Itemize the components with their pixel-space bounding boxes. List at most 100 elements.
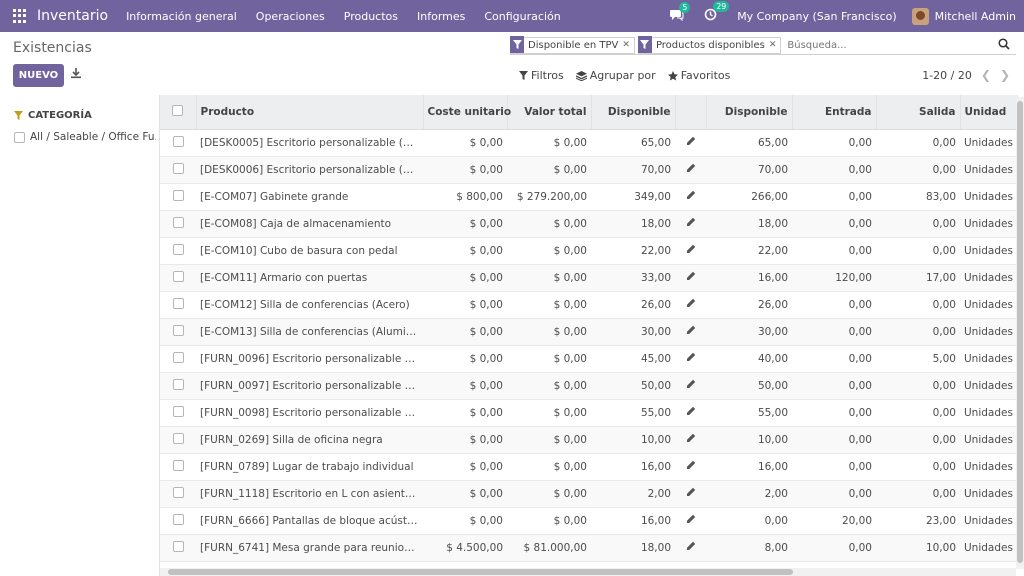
favorites-button[interactable]: Favoritos bbox=[667, 69, 730, 82]
pencil-icon[interactable] bbox=[686, 379, 696, 389]
cell-producto[interactable]: [E-COM07] Gabinete grande bbox=[196, 183, 423, 211]
download-icon[interactable] bbox=[70, 67, 84, 81]
menu-informacion-general[interactable]: Información general bbox=[126, 9, 237, 23]
table-row[interactable]: [FURN_0097] Escritorio personalizable (A… bbox=[160, 372, 1017, 400]
pencil-icon[interactable] bbox=[686, 298, 696, 308]
filters-button[interactable]: Filtros bbox=[519, 69, 564, 82]
cell-disponible[interactable]: 16,00 bbox=[591, 507, 675, 535]
menu-productos[interactable]: Productos bbox=[343, 9, 398, 23]
horizontal-scroll-thumb[interactable] bbox=[168, 569, 793, 575]
pencil-icon[interactable] bbox=[686, 541, 696, 551]
col-producto[interactable]: Producto bbox=[196, 95, 424, 130]
cell-disponible[interactable]: 18,00 bbox=[591, 534, 675, 562]
cell-producto[interactable]: [FURN_0269] Silla de oficina negra bbox=[196, 426, 423, 454]
cell-producto[interactable]: [DESK0006] Escritorio personalizable (Pe… bbox=[196, 156, 423, 184]
cell-producto[interactable]: [E-COM13] Silla de conferencias (Alumini… bbox=[196, 318, 423, 346]
col-unidad[interactable]: Unidad bbox=[960, 95, 1018, 130]
chevron-left-icon[interactable]: ❮ bbox=[980, 68, 991, 82]
table-row[interactable]: [E-COM13] Silla de conferencias (Alumini… bbox=[160, 318, 1017, 346]
row-checkbox[interactable] bbox=[172, 351, 184, 363]
table-row[interactable]: [E-COM10] Cubo de basura con pedal $ 0,00… bbox=[160, 237, 1017, 265]
table-row[interactable]: [FURN_6741] Mesa grande para reuniones $ … bbox=[160, 534, 1017, 562]
cell-disponible[interactable]: 30,00 bbox=[591, 318, 675, 346]
vertical-scrollbar[interactable] bbox=[1016, 97, 1024, 569]
search-input[interactable] bbox=[784, 39, 998, 51]
cell-producto[interactable]: [E-COM10] Cubo de basura con pedal bbox=[196, 237, 423, 265]
user-avatar[interactable] bbox=[911, 7, 929, 25]
table-row[interactable]: [FURN_0096] Escritorio personalizable (A… bbox=[160, 345, 1017, 373]
table-row[interactable]: [FURN_0098] Escritorio personalizable (A… bbox=[160, 399, 1017, 427]
vertical-scroll-thumb[interactable] bbox=[1017, 101, 1023, 563]
row-checkbox[interactable] bbox=[172, 405, 184, 417]
pencil-icon[interactable] bbox=[686, 487, 696, 497]
app-menu-grid-icon[interactable] bbox=[13, 9, 27, 23]
col-valor-total[interactable]: Valor total bbox=[507, 95, 592, 130]
row-checkbox[interactable] bbox=[172, 324, 184, 336]
table-row[interactable]: [DESK0005] Escritorio personalizable (Pe… bbox=[160, 129, 1017, 157]
cell-disponible[interactable]: 70,00 bbox=[591, 156, 675, 184]
cell-disponible[interactable]: 45,00 bbox=[591, 345, 675, 373]
chat-icon[interactable]: 5 bbox=[670, 1, 691, 24]
row-checkbox[interactable] bbox=[172, 270, 184, 282]
table-row[interactable]: [FURN_1118] Escritorio en L con asiento … bbox=[160, 480, 1017, 508]
table-row[interactable]: [FURN_0269] Silla de oficina negra $ 0,00… bbox=[160, 426, 1017, 454]
company-switcher[interactable]: My Company (San Francisco) bbox=[737, 9, 897, 23]
cell-producto[interactable]: [E-COM11] Armario con puertas bbox=[196, 264, 423, 292]
menu-operaciones[interactable]: Operaciones bbox=[255, 9, 325, 23]
select-all-checkbox[interactable] bbox=[172, 104, 184, 116]
user-menu[interactable]: Mitchell Admin bbox=[934, 9, 1016, 23]
table-row[interactable]: [DESK0006] Escritorio personalizable (Pe… bbox=[160, 156, 1017, 184]
cell-disponible[interactable]: 65,00 bbox=[591, 129, 675, 157]
cell-producto[interactable]: [FURN_6666] Pantallas de bloque acústico bbox=[196, 507, 423, 535]
table-row[interactable]: [E-COM12] Silla de conferencias (Acero) $… bbox=[160, 291, 1017, 319]
cell-producto[interactable]: [FURN_0096] Escritorio personalizable (A… bbox=[196, 345, 423, 373]
pencil-icon[interactable] bbox=[686, 190, 696, 200]
category-checkbox[interactable] bbox=[14, 131, 25, 143]
menu-configuracion[interactable]: Configuración bbox=[484, 9, 561, 23]
col-salida[interactable]: Salida bbox=[876, 95, 961, 130]
pencil-icon[interactable] bbox=[686, 460, 696, 470]
row-checkbox[interactable] bbox=[172, 459, 184, 471]
cell-disponible[interactable]: 18,00 bbox=[591, 210, 675, 238]
row-checkbox[interactable] bbox=[172, 135, 184, 147]
facet-remove-icon[interactable]: ✕ bbox=[768, 40, 777, 50]
chevron-right-icon[interactable]: ❯ bbox=[999, 68, 1010, 82]
row-checkbox[interactable] bbox=[172, 486, 184, 498]
cell-producto[interactable]: [E-COM08] Caja de almacenamiento bbox=[196, 210, 423, 238]
table-row[interactable]: [FURN_0789] Lugar de trabajo individual $… bbox=[160, 453, 1017, 481]
cell-disponible[interactable]: 22,00 bbox=[591, 237, 675, 265]
cell-producto[interactable]: [FURN_6741] Mesa grande para reuniones bbox=[196, 534, 423, 562]
category-item[interactable]: All / Saleable / Office Fu... bbox=[14, 131, 156, 143]
cell-disponible[interactable]: 55,00 bbox=[591, 399, 675, 427]
search-icon[interactable] bbox=[998, 38, 1012, 52]
pencil-icon[interactable] bbox=[686, 244, 696, 254]
cell-producto[interactable]: [FURN_0098] Escritorio personalizable (A… bbox=[196, 399, 423, 427]
cell-disponible[interactable]: 349,00 bbox=[591, 183, 675, 211]
cell-disponible[interactable]: 33,00 bbox=[591, 264, 675, 292]
table-row[interactable]: [E-COM07] Gabinete grande $ 800,00 $ 279.2… bbox=[160, 183, 1017, 211]
pencil-icon[interactable] bbox=[686, 406, 696, 416]
horizontal-scrollbar[interactable] bbox=[160, 568, 1016, 576]
row-checkbox[interactable] bbox=[172, 297, 184, 309]
cell-disponible[interactable]: 16,00 bbox=[591, 453, 675, 481]
facet-remove-icon[interactable]: ✕ bbox=[622, 40, 630, 50]
table-row[interactable]: [E-COM11] Armario con puertas $ 0,00 $ 0,0… bbox=[160, 264, 1017, 292]
menu-informes[interactable]: Informes bbox=[417, 9, 466, 23]
page-title[interactable]: Existencias bbox=[13, 40, 92, 56]
pencil-icon[interactable] bbox=[686, 163, 696, 173]
pencil-icon[interactable] bbox=[686, 514, 696, 524]
cell-disponible[interactable]: 10,00 bbox=[591, 426, 675, 454]
cell-producto[interactable]: [FURN_0789] Lugar de trabajo individual bbox=[196, 453, 423, 481]
cell-producto[interactable]: [FURN_1118] Escritorio en L con asiento … bbox=[196, 480, 423, 508]
col-disponible[interactable]: Disponible bbox=[591, 95, 676, 130]
row-checkbox[interactable] bbox=[172, 243, 184, 255]
pencil-icon[interactable] bbox=[686, 136, 696, 146]
pencil-icon[interactable] bbox=[686, 433, 696, 443]
pencil-icon[interactable] bbox=[686, 352, 696, 362]
pencil-icon[interactable] bbox=[686, 325, 696, 335]
app-name[interactable]: Inventario bbox=[37, 8, 109, 24]
cell-disponible[interactable]: 50,00 bbox=[591, 372, 675, 400]
row-checkbox[interactable] bbox=[172, 162, 184, 174]
groupby-button[interactable]: Agrupar por bbox=[575, 69, 656, 82]
row-checkbox[interactable] bbox=[172, 378, 184, 390]
